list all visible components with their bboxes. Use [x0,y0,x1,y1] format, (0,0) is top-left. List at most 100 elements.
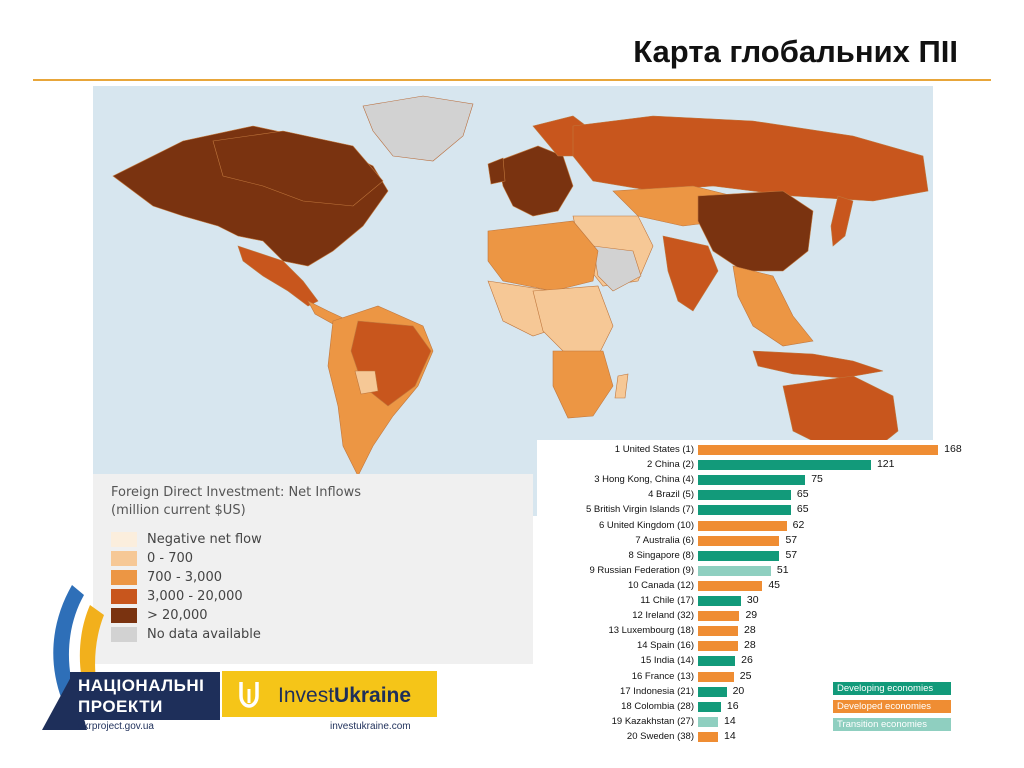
bar [698,490,791,501]
bar-value-label: 20 [732,684,745,697]
bar-label: 5 British Virgin Islands (7) [585,504,694,516]
bar-label: 10 Canada (12) [627,579,694,591]
bar [698,656,736,667]
map-legend: Foreign Direct Investment: Net Inflows (… [93,474,533,664]
bar-value-label: 51 [776,563,789,576]
bar [698,445,939,455]
bar-value-label: 25 [739,669,752,682]
legend-label: No data available [147,626,261,642]
bar-label: 2 China (2) [647,459,694,471]
bar-value-label: 29 [745,609,758,622]
title-divider [33,79,991,81]
np-line2: ПРОЕКТИ [78,697,163,716]
bar-label: 11 Chile (17) [640,595,694,606]
bar [698,550,780,561]
map-region-greenland [362,95,474,162]
category-key-developing: Developing economies [833,682,951,695]
map-region-canada [212,130,384,207]
bar-label: 14 Spain (16) [636,640,694,652]
legend-item: 0 - 700 [111,550,193,566]
map-region-india [662,235,719,312]
iu-text-ukraine: Ukraine [334,684,412,707]
legend-swatch [111,531,137,547]
legend-label: 0 - 700 [147,550,194,566]
bar-value-label: 26 [741,654,753,667]
bar [698,716,718,727]
map-region-japan [830,195,854,247]
category-key-developed: Developed economies [833,700,951,713]
legend-label: Negative net flow [147,531,262,547]
bar-label: 4 Brazil (5) [648,489,694,501]
bar-value-label: 30 [746,594,759,606]
national-projects-logo: НАЦІОНАЛЬНІ ПРОЕКТИ [70,672,220,720]
slide-title: Карта глобальних ПІІ [633,34,958,69]
bar-value-label: 28 [744,639,756,652]
bar-value-label: 28 [744,624,756,637]
bar-label: 19 Kazakhstan (27) [611,715,694,727]
bar-label: 8 Singapore (8) [628,549,694,561]
bar [698,686,727,697]
bar [698,535,780,546]
bar [698,641,739,652]
bar-value-label: 168 [944,443,962,455]
bar-label: 17 Indonesia (21) [620,685,694,697]
bar-value-label: 57 [785,533,798,546]
bar-value-label: 65 [796,503,809,516]
map-region-china [697,190,814,272]
bar [698,505,791,516]
map-region-madagascar [614,373,629,399]
legend-item: 3,000 - 20,000 [111,588,243,604]
bar-value-label: 16 [726,699,739,712]
bar [698,460,871,471]
legend-item: 700 - 3,000 [111,569,222,585]
map-region-africa-central [532,285,614,357]
map-region-mexico [237,245,319,307]
bar-label: 1 United States (1) [614,444,694,455]
bar-label: 18 Colombia (28) [621,700,694,712]
bar-label: 9 Russian Federation (9) [589,564,694,576]
bar-value-label: 45 [768,578,780,591]
map-region-africa-north [487,220,599,292]
bar [698,580,763,591]
map-region-uk [487,157,506,185]
iu-url: investukraine.com [330,721,411,732]
bar [698,671,734,682]
bar [698,701,721,712]
legend-item: No data available [111,626,261,642]
bar-label: 12 Ireland (32) [632,610,694,622]
legend-swatch [111,550,137,566]
bar-label: 6 United Kingdom (10) [598,519,694,531]
legend-swatch [111,588,137,604]
map-region-europe-west [497,145,574,217]
bar-label: 3 Hong Kong, China (4) [594,474,694,486]
legend-item: > 20,000 [111,607,208,623]
legend-item: Negative net flow [111,531,262,547]
bar [698,596,741,606]
np-url: ukrproject.gov.ua [78,721,154,732]
legend-label: 700 - 3,000 [147,569,222,585]
legend-swatch [111,626,137,642]
legend-title: Foreign Direct Investment: Net Inflows (… [111,484,361,520]
bar [698,520,787,531]
map-region-southeast-asia [732,265,814,347]
world-fdi-map [93,86,933,516]
map-region-arabia [592,245,642,292]
bar-value-label: 65 [796,488,809,501]
bar-value-label: 14 [724,714,736,727]
np-line1: НАЦІОНАЛЬНІ [78,676,205,695]
bar-value-label: 121 [876,458,895,471]
bar [698,731,718,742]
bar-label: 16 France (13) [631,670,694,682]
bar-label: 15 India (14) [640,655,694,667]
legend-title-line1: Foreign Direct Investment: Net Inflows [111,485,362,500]
map-region-russia [572,115,929,202]
bar-value-label: 14 [724,729,736,742]
bar-label: 13 Luxembourg (18) [608,625,694,637]
bar [698,475,806,486]
bar-label: 7 Australia (6) [635,534,694,546]
bar [698,611,740,622]
map-region-indonesia [752,350,884,379]
legend-swatch [111,569,137,585]
legend-swatch [111,607,137,623]
legend-label: > 20,000 [147,607,208,623]
